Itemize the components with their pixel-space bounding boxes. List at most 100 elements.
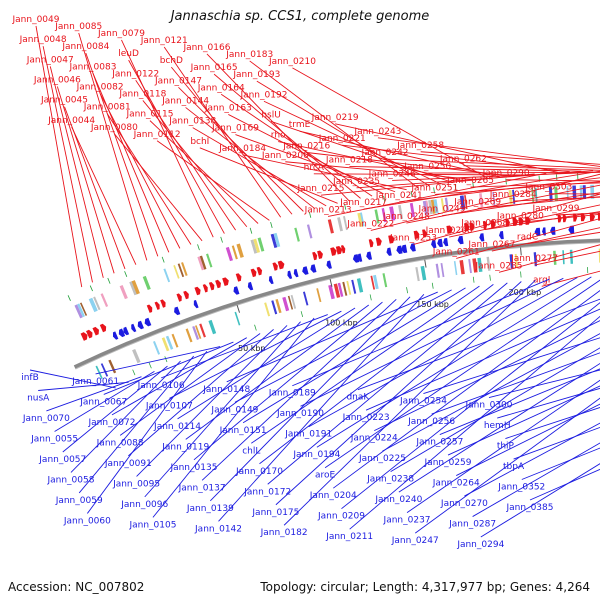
reverse-gene [409, 243, 416, 252]
forward-gene-label: Jann_0112 [133, 130, 181, 140]
forward-leader-line [506, 179, 600, 182]
reverse-gene [401, 244, 408, 254]
reverse-gene [144, 317, 152, 327]
reverse-leader-line [169, 310, 342, 399]
reverse-cog-block [486, 256, 491, 271]
forward-gene [208, 281, 215, 291]
forward-gene-label: hslU [261, 110, 280, 120]
reverse-leader-line [439, 368, 600, 436]
reverse-cog-block [264, 302, 271, 317]
forward-cog-block [464, 195, 468, 210]
reverse-gene [233, 286, 240, 295]
reverse-gene [174, 306, 181, 316]
forward-gene-label: Jann_0138 [168, 117, 216, 127]
forward-gene-label: Jann_0260 [425, 226, 473, 236]
forward-gene-label: Jann_0222 [346, 219, 394, 229]
reverse-gene-label: Jann_0057 [38, 455, 86, 465]
reverse-leader-line [497, 387, 600, 419]
forward-cog-block [199, 255, 207, 270]
reverse-leader-line [103, 341, 234, 395]
reverse-leader-line [333, 290, 600, 489]
reverse-leader-line [374, 320, 600, 432]
forward-gene [317, 250, 323, 260]
reverse-gene-label: Jann_0072 [87, 418, 135, 428]
forward-leader-line [242, 154, 407, 191]
forward-gene-label: Jann_0262 [439, 155, 487, 165]
forward-leader-line [413, 193, 600, 245]
rna-tick [161, 256, 165, 263]
forward-cog-block [119, 284, 128, 300]
reverse-cog-block [351, 279, 357, 294]
reverse-gene-label: Jann_0060 [63, 516, 111, 526]
forward-cog-block [273, 232, 281, 248]
reverse-leader-line [119, 333, 261, 436]
forward-gene-label: Jann_0299 [532, 204, 580, 214]
forward-leader-line [235, 134, 396, 193]
reverse-leader-line [267, 282, 508, 485]
forward-gene-label: Jann_0081 [83, 103, 131, 113]
rna-tick [67, 295, 71, 301]
forward-cog-block [142, 275, 151, 291]
forward-cog-block [163, 268, 171, 283]
forward-gene-label: Jann_0235 [332, 177, 380, 187]
reverse-cog-block [194, 325, 202, 339]
reverse-leader-line [95, 346, 221, 375]
rna-tick [383, 195, 386, 202]
reverse-cog-block [342, 281, 348, 296]
forward-gene-label: Jann_0217 [339, 198, 387, 208]
forward-cog-block [374, 209, 380, 224]
forward-leader-line [92, 73, 170, 253]
reverse-leader-line [292, 278, 550, 387]
forward-leader-line [342, 144, 570, 173]
reverse-leader-line [390, 347, 600, 473]
forward-cog-block [337, 217, 343, 232]
forward-gene [146, 304, 153, 313]
reverse-cog-block [333, 283, 341, 298]
forward-gene-label: Jann_0192 [239, 90, 287, 100]
forward-leader-line [470, 182, 600, 188]
reverse-gene-label: Jann_0088 [96, 438, 144, 448]
forward-leader-line [199, 147, 338, 204]
forward-gene [277, 260, 285, 270]
forward-gene-label: Jann_0147 [154, 76, 202, 86]
forward-leader-line [121, 39, 214, 238]
reverse-gene-label: Jann_0194 [292, 450, 340, 460]
reverse-gene [247, 281, 254, 291]
forward-cog-block [425, 200, 430, 215]
reverse-leader-line [54, 370, 155, 432]
forward-gene-label: Jann_0165 [190, 63, 238, 73]
forward-cog-block [177, 263, 185, 278]
rna-tick [220, 236, 223, 243]
forward-gene-label: trmE [289, 120, 311, 130]
reverse-gene-label: Jann_0106 [137, 381, 185, 391]
rna-tick [132, 369, 136, 376]
reverse-gene-label: infB [21, 373, 39, 383]
forward-leader-line [441, 192, 600, 217]
forward-gene-label: Jann_0261 [432, 247, 480, 257]
reverse-gene [302, 266, 309, 275]
forward-gene-label: Jann_0169 [211, 124, 259, 134]
forward-gene-label: Jann_0082 [76, 82, 124, 92]
reverse-cog-block [165, 335, 174, 350]
reverse-leader-line [324, 279, 600, 469]
forward-leader-line [313, 173, 523, 176]
reverse-gene-label: Jann_0257 [415, 438, 463, 448]
reverse-leader-line [505, 407, 600, 439]
reverse-cog-block [282, 296, 290, 312]
reverse-leader-line [259, 284, 494, 465]
reverse-leader-line [431, 352, 600, 415]
forward-cog-block [512, 189, 516, 204]
forward-leader-line [71, 126, 137, 265]
forward-gene-label: Jann_0218 [325, 155, 373, 165]
reverse-cog-block [337, 282, 344, 297]
forward-gene-label: Jann_0215 [296, 184, 344, 194]
reverse-cog-block [440, 262, 445, 278]
reverse-cog-block [453, 261, 458, 276]
reverse-leader-line [218, 294, 425, 522]
forward-gene-label: Jann_0249 [418, 205, 466, 215]
rna-tick [433, 187, 435, 194]
reverse-cog-block [316, 288, 322, 303]
forward-cog-block [270, 233, 278, 248]
reverse-gene [396, 245, 403, 254]
reverse-cog-block [569, 249, 574, 264]
